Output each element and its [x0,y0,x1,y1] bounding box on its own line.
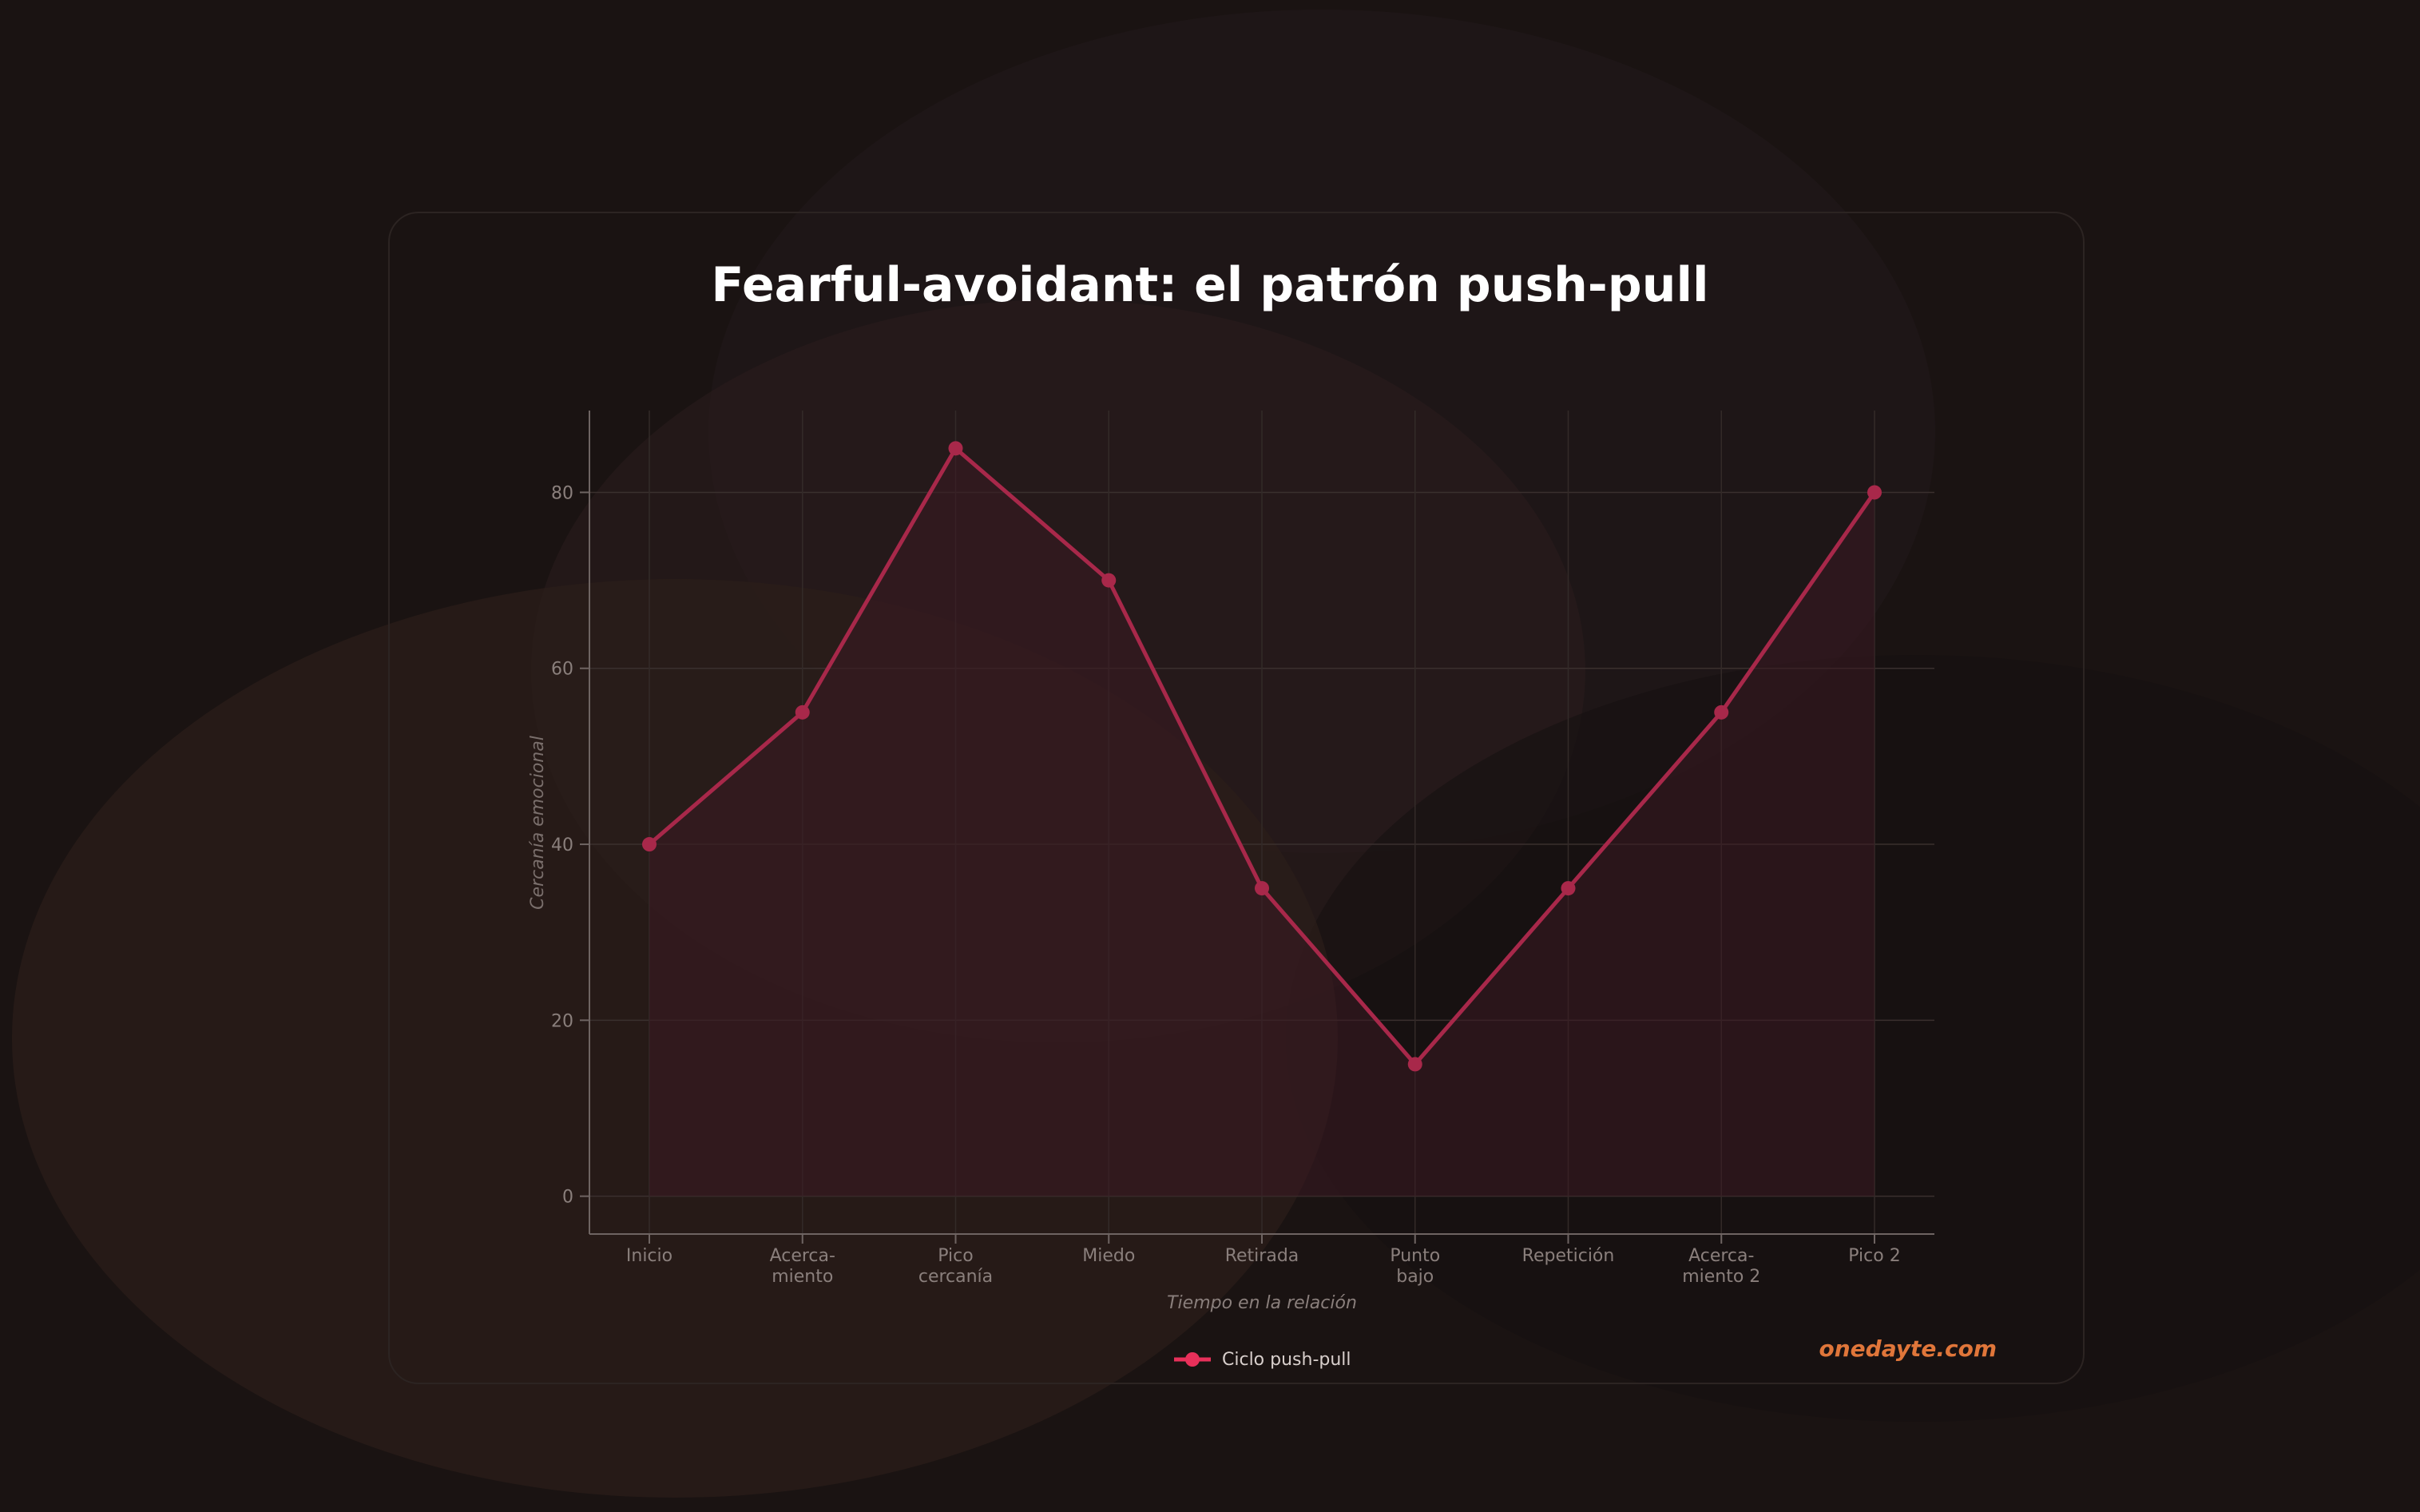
x-tick-label-0: Inicio [626,1246,672,1266]
y-tick-label-0: 0 [562,1188,573,1208]
data-point-8 [1867,485,1882,500]
data-point-6 [1561,881,1576,896]
data-point-2 [948,441,963,456]
y-tick-label-4: 80 [551,483,573,503]
data-point-3 [1101,573,1117,588]
x-tick-label-4: Retirada [1225,1246,1299,1266]
legend: Ciclo push-pull [1174,1343,1351,1375]
y-axis-label: Cercanía emocional [528,736,548,910]
y-tick-label-3: 60 [551,660,573,680]
legend-marker-icon [1174,1352,1211,1367]
data-point-4 [1255,881,1269,896]
legend-label: Ciclo push-pull [1222,1349,1351,1370]
x-tick-labels: Inicio Acerca-miento Pico cercanía Miedo Reti… [626,1234,1901,1287]
data-point-1 [795,704,810,720]
data-point-7 [1714,704,1729,720]
brand-watermark: onedayte.com [1819,1335,1997,1362]
y-tick-label-1: 20 [551,1011,573,1031]
y-tick-label-2: 40 [551,835,573,855]
chart-title: Fearful-avoidant: el patrón push-pull [711,257,1709,313]
x-tick-label-3: Miedo [1082,1246,1135,1266]
x-tick-label-8: Pico 2 [1848,1246,1900,1266]
x-tick-label-5: Punto bajo [1390,1246,1440,1287]
y-tick-labels: 0 20 40 60 80 [551,483,589,1208]
chart-card [388,212,2085,1384]
data-points [642,441,1882,1072]
data-point-5 [1407,1057,1422,1072]
x-tick-label-7: Acerca-miento 2 [1682,1246,1760,1287]
data-point-0 [642,837,657,852]
x-tick-label-6: Repetición [1522,1246,1615,1266]
x-axis-label: Tiempo en la relación [1167,1293,1357,1313]
x-tick-label-2: Pico cercanía [918,1246,993,1287]
area-fill [649,448,1875,1197]
x-tick-label-1: Acerca-miento [770,1246,835,1287]
